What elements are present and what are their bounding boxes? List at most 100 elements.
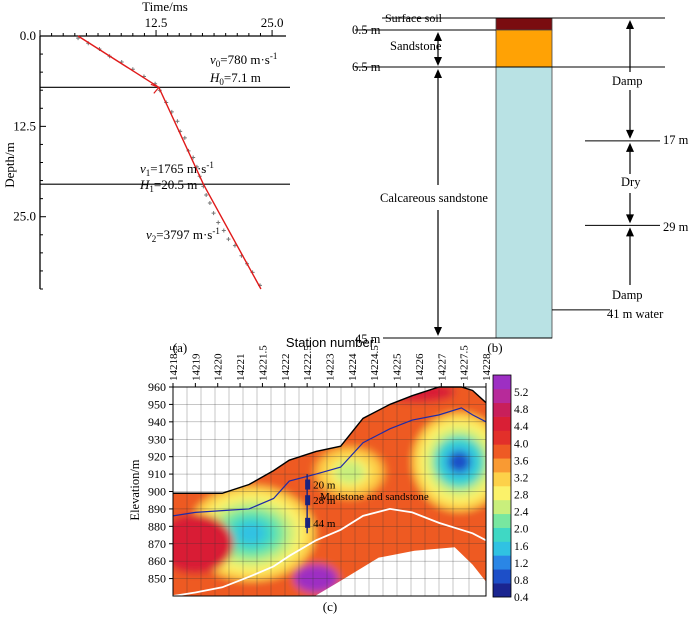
c-y-tick-label: 950 <box>148 397 166 411</box>
a-data-point <box>226 237 231 242</box>
c-colorbar-label: 4.8 <box>514 404 529 416</box>
c-x-tick-label: 14218.5 <box>168 345 180 381</box>
c-y-tick-label: 940 <box>148 415 166 429</box>
c-colorbar-segment <box>493 430 511 445</box>
c-x-tick-label: 14221.5 <box>257 345 269 381</box>
c-colorbar-segment <box>493 527 511 542</box>
c-x-tick-label: 14225 <box>392 353 404 381</box>
c-colorbar-segment <box>493 486 511 501</box>
b-stratum-1 <box>495 29 553 68</box>
c-lithology-annotation: Mudstone and sandstone <box>320 491 429 503</box>
a-data-point <box>76 36 81 41</box>
c-x-tick-label: 14226 <box>414 353 426 381</box>
a-v1-label: v1=1765 m·s-1 <box>140 160 214 178</box>
b-arrows <box>434 20 634 336</box>
c-y-tick-label: 930 <box>148 432 166 446</box>
a-data-point <box>221 228 226 233</box>
c-borehole-marker <box>305 517 311 528</box>
a-x-tick-label: 12.5 <box>145 15 168 30</box>
b-zone-label-damp-lower: Damp <box>612 288 643 302</box>
a-data-point <box>204 193 209 198</box>
panel-a-travel-time-plot: Time/ms Depth/m 12.5 25.0 0.0 12.5 25.0 v0=7… <box>2 0 290 355</box>
a-h1-label: H1=20.5 m <box>139 177 197 194</box>
c-axes: 960 950 940 930 920 910 900 890 880 870 860 850 1421… <box>148 345 493 597</box>
c-y-tick-label: 870 <box>148 537 166 551</box>
c-colorbar-segment <box>493 402 511 417</box>
c-colorbar-segment <box>493 458 511 473</box>
c-y-tick-label: 860 <box>148 554 166 568</box>
c-colorbar-segment <box>493 388 511 404</box>
c-colorbar-label: 4.4 <box>514 421 529 433</box>
c-grid <box>172 386 487 596</box>
c-colorbar-segment <box>493 569 511 584</box>
a-y-tick-label: 0.0 <box>20 28 36 43</box>
a-h0-label: H0=7.1 m <box>209 70 261 87</box>
c-colorbar-label: 2.8 <box>514 490 529 502</box>
a-data-point <box>207 200 212 205</box>
b-right-label-17: 17 m <box>663 133 689 147</box>
a-y-tick-label: 25.0 <box>13 209 36 224</box>
c-white-line <box>172 507 487 597</box>
c-x-tick-label: 14219 <box>190 353 202 381</box>
c-y-tick-label: 960 <box>148 380 166 394</box>
c-x-tick-label: 14224.5 <box>369 345 381 381</box>
b-arrow-sandstone-up-head <box>434 32 442 41</box>
b-stratum-label-sandstone: Sandstone <box>390 39 442 53</box>
c-colorbar-label: 3.6 <box>514 455 529 467</box>
b-arrow-dry-down-head <box>626 214 634 224</box>
c-x-tick-label: 14222 <box>280 354 292 382</box>
panel-c-resistivity-section: Station number Elevation/m 9609509409309… <box>128 335 529 614</box>
c-colorbar-label: 1.6 <box>514 541 529 553</box>
c-borehole: 20 m 28 m 44 m <box>305 474 336 534</box>
a-data-point <box>175 119 180 124</box>
b-arrow-dry-up-head <box>626 142 634 152</box>
c-x-tick-label: 14222.5 <box>302 345 314 381</box>
c-borehole-marker <box>305 479 311 490</box>
a-data-point <box>216 220 221 225</box>
b-arrow-damp-upper-down-head <box>626 129 634 139</box>
c-colorbar-segment <box>493 416 511 431</box>
a-v0-label: v0=780 m·s-1 <box>210 51 277 69</box>
b-stratum-label-surface-soil: Surface soil <box>385 11 443 25</box>
c-mask-bottom <box>315 547 486 596</box>
b-strata-column <box>495 17 553 339</box>
c-colorbar-label: 0.8 <box>514 575 529 587</box>
c-colorbar-segment <box>493 541 511 556</box>
b-zone-label-damp-upper: Damp <box>612 74 643 88</box>
c-colorbar-segment <box>493 513 511 528</box>
c-borehole-depth-label: 20 m <box>313 480 336 492</box>
c-colorbar-label: 5.2 <box>514 387 529 399</box>
c-x-tick-label: 14223 <box>325 353 337 381</box>
c-colorbar-label: 3.2 <box>514 472 529 484</box>
b-arrow-sandstone-down-head <box>434 57 442 66</box>
a-axes: 12.5 25.0 0.0 12.5 25.0 <box>13 15 286 290</box>
b-stratum-label-calcareous: Calcareous sandstone <box>380 191 488 205</box>
c-x-tick-label: 14227.5 <box>459 345 471 381</box>
c-anomaly-1-band <box>448 451 471 473</box>
b-arrow-damp-upper-up-head <box>626 20 634 29</box>
b-depth-lines <box>355 17 665 339</box>
c-mask-sky <box>173 387 486 494</box>
a-layer-labels: v0=780 m·s-1 H0=7.1 m v1=1765 m·s-1 H1=2… <box>139 51 277 244</box>
c-colorbar-label: 2.4 <box>514 507 529 519</box>
b-depth-label-6-5: 6.5 m <box>352 60 381 74</box>
a-v2-label: v2=3797 m·s-1 <box>146 226 220 244</box>
c-anomaly-2-band <box>340 465 360 480</box>
c-y-tick-label: 850 <box>148 572 166 586</box>
a-fit-line <box>77 35 262 290</box>
c-colorbar-segment <box>493 583 511 598</box>
a-data-point <box>182 135 187 140</box>
a-data-point <box>232 243 237 248</box>
c-x-tick-label: 14227 <box>436 353 448 381</box>
panel-b-stratigraphic-column: Surface soil Sandstone Calcareous sandst… <box>352 11 689 355</box>
caption-b: (b) <box>487 340 502 355</box>
b-zone-label-dry: Dry <box>621 175 641 189</box>
b-arrow-calc-up-head <box>434 69 442 78</box>
c-y-tick-label: 910 <box>148 467 166 481</box>
c-colorbar-segment <box>493 472 511 487</box>
c-colorbar-label: 0.4 <box>514 592 529 604</box>
a-fit-arrow <box>150 83 160 94</box>
c-colorbar-frame <box>492 374 512 598</box>
a-data-point <box>211 211 216 216</box>
